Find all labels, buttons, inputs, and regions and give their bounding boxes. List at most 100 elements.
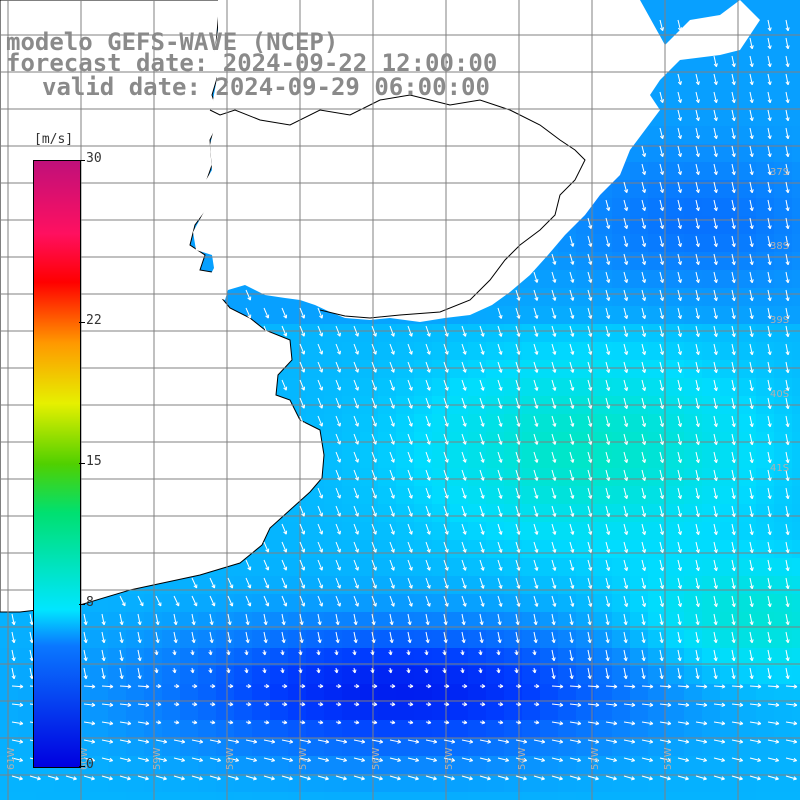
longitude-label: 52W <box>663 747 674 770</box>
wind-speed-cell <box>630 432 649 451</box>
wind-speed-cell <box>306 324 325 343</box>
wind-speed-cell <box>450 792 469 800</box>
wind-speed-cell <box>792 612 800 631</box>
wind-speed-cell <box>324 612 343 631</box>
wind-speed-cell <box>684 414 703 433</box>
wind-speed-cell <box>270 612 289 631</box>
wind-speed-cell <box>738 468 757 487</box>
wind-speed-cell <box>648 378 667 397</box>
wind-speed-cell <box>792 738 800 757</box>
wind-speed-cell <box>252 558 271 577</box>
wind-speed-cell <box>630 468 649 487</box>
wind-speed-cell <box>360 630 379 649</box>
wind-speed-cell <box>684 324 703 343</box>
colorbar-tick-label: 22 <box>86 312 102 328</box>
wind-speed-cell <box>288 324 307 343</box>
wind-speed-cell <box>738 72 757 91</box>
wind-speed-cell <box>792 756 800 775</box>
wind-speed-cell <box>648 360 667 379</box>
wind-speed-cell <box>612 792 631 800</box>
wind-speed-cell <box>720 576 739 595</box>
wind-speed-cell <box>684 558 703 577</box>
wind-speed-cell <box>540 792 559 800</box>
wind-speed-cell <box>198 612 217 631</box>
wind-speed-cell <box>684 270 703 289</box>
wind-speed-cell <box>756 108 775 127</box>
wind-speed-cell <box>756 126 775 145</box>
colorbar-unit: [m/s] <box>34 132 74 147</box>
wind-speed-cell <box>792 0 800 19</box>
wind-speed-cell <box>90 792 109 800</box>
wind-speed-cell <box>648 342 667 361</box>
wind-speed-cell <box>630 306 649 325</box>
wind-speed-cell <box>90 630 109 649</box>
wind-speed-cell <box>774 630 793 649</box>
wind-speed-cell <box>774 18 793 37</box>
wind-speed-cell <box>378 414 397 433</box>
wind-speed-cell <box>288 630 307 649</box>
wind-speed-cell <box>720 612 739 631</box>
wind-speed-cell <box>738 540 757 559</box>
wind-speed-cell <box>342 558 361 577</box>
wind-speed-cell <box>378 594 397 613</box>
wind-speed-cell <box>648 324 667 343</box>
wind-speed-cell <box>306 306 325 325</box>
wind-speed-cell <box>756 54 775 73</box>
wind-speed-cell <box>792 288 800 307</box>
wind-speed-cell <box>792 270 800 289</box>
wind-speed-cell <box>792 450 800 469</box>
wind-speed-cell <box>360 414 379 433</box>
wind-speed-cell <box>720 522 739 541</box>
wind-speed-cell <box>666 270 685 289</box>
wind-speed-cell <box>774 198 793 217</box>
colorbar-tick-label: 15 <box>86 454 102 469</box>
wind-speed-cell <box>342 486 361 505</box>
wind-speed-cell <box>756 486 775 505</box>
wind-speed-cell <box>360 342 379 361</box>
wind-speed-cell <box>702 342 721 361</box>
wind-speed-cell <box>360 360 379 379</box>
longitude-label: 57W <box>298 747 309 770</box>
wind-speed-cell <box>756 342 775 361</box>
wind-speed-cell <box>738 216 757 235</box>
wind-speed-cell <box>378 630 397 649</box>
wind-speed-cell <box>378 522 397 541</box>
wind-speed-cell <box>720 252 739 271</box>
wind-speed-cell <box>738 54 757 73</box>
wind-speed-cell <box>270 630 289 649</box>
wind-speed-cell <box>756 270 775 289</box>
wind-speed-cell <box>684 666 703 685</box>
wind-speed-cell <box>378 378 397 397</box>
wind-speed-cell <box>396 666 415 685</box>
wind-speed-cell <box>684 0 703 19</box>
wind-speed-cell <box>756 504 775 523</box>
wind-speed-cell <box>756 0 775 19</box>
wind-speed-cell <box>792 90 800 109</box>
wind-speed-cell <box>774 360 793 379</box>
wind-speed-cell <box>756 432 775 451</box>
wind-speed-cell <box>594 666 613 685</box>
wind-speed-cell <box>720 324 739 343</box>
wind-speed-cell <box>756 36 775 55</box>
wind-speed-cell <box>666 558 685 577</box>
wind-speed-cell <box>666 630 685 649</box>
wind-speed-cell <box>468 630 487 649</box>
wind-speed-cell <box>684 72 703 91</box>
wind-speed-cell <box>396 630 415 649</box>
wind-speed-cell <box>306 612 325 631</box>
wind-speed-cell <box>702 144 721 163</box>
wind-speed-cell <box>684 216 703 235</box>
wind-speed-cell <box>486 666 505 685</box>
wind-speed-cell <box>774 486 793 505</box>
wind-speed-cell <box>648 612 667 631</box>
wind-speed-cell <box>630 378 649 397</box>
wind-speed-cell <box>324 378 343 397</box>
wind-speed-cell <box>414 630 433 649</box>
wind-speed-cell <box>666 504 685 523</box>
wind-speed-cell <box>684 342 703 361</box>
wind-speed-cell <box>342 792 361 800</box>
wind-speed-cell <box>540 612 559 631</box>
wind-speed-cell <box>738 576 757 595</box>
wind-speed-cell <box>18 792 37 800</box>
wind-speed-cell <box>648 504 667 523</box>
